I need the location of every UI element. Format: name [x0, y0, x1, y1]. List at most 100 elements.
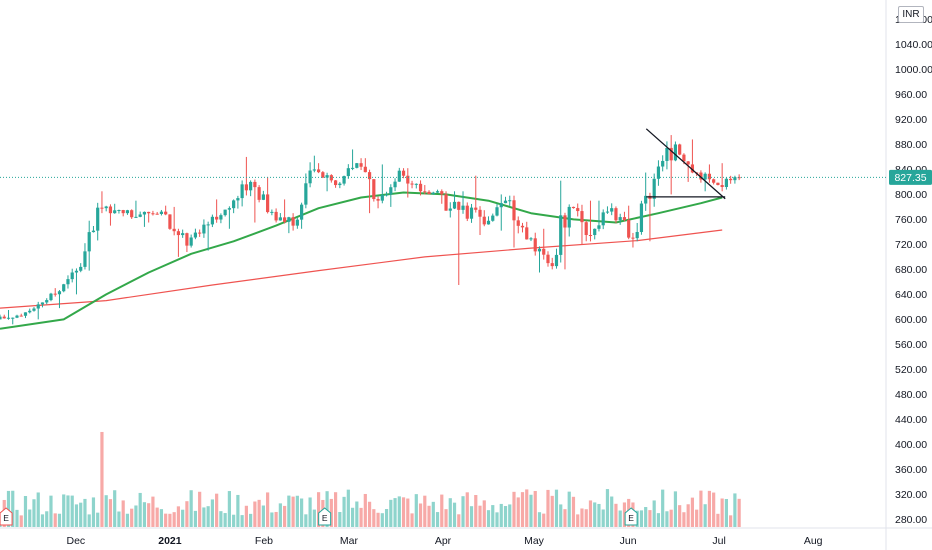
candle-body	[83, 251, 87, 267]
earnings-marker-shape	[624, 507, 638, 526]
trendlines[interactable]	[645, 128, 726, 200]
volume-bar	[23, 496, 28, 527]
volume-bar	[686, 504, 690, 527]
volume-bar	[695, 509, 699, 527]
candle-body	[724, 178, 728, 187]
candle-body	[104, 206, 108, 209]
volume-bar	[350, 507, 355, 527]
candle-body	[499, 203, 503, 208]
candle-body	[525, 227, 529, 240]
x-tick-label: May	[524, 535, 545, 547]
volume-bar	[491, 505, 495, 527]
candle-body	[486, 220, 491, 225]
volume-bar	[533, 490, 537, 527]
ma-short-line	[0, 191, 723, 330]
last-price-badge	[889, 169, 932, 185]
volume-bar	[461, 496, 465, 527]
candle-body	[32, 308, 36, 311]
candle-body	[529, 238, 533, 240]
candle-body	[716, 182, 720, 186]
volume-bar	[639, 510, 644, 527]
candle-body	[329, 175, 333, 181]
candle-body	[652, 178, 656, 199]
candle-body	[678, 144, 682, 155]
volume-bar	[414, 494, 418, 527]
volume-bar	[610, 496, 614, 527]
candle-body	[376, 199, 380, 201]
earnings-marker[interactable]: E	[624, 507, 638, 526]
candle-body	[478, 209, 482, 217]
volume-bars	[0, 431, 741, 527]
candle-body	[372, 179, 376, 200]
volume-bar	[601, 509, 605, 527]
candle-body	[605, 211, 610, 213]
volume-bar	[15, 509, 19, 527]
volume-bar	[503, 506, 508, 527]
candle-body	[567, 206, 571, 228]
y-tick-label: 440.00	[895, 414, 927, 426]
candle-body	[74, 270, 79, 273]
candle-body	[253, 181, 257, 188]
candle-body	[588, 235, 593, 237]
candle-body	[593, 228, 597, 236]
earnings-marker[interactable]: E	[318, 507, 332, 526]
volume-bar	[83, 498, 87, 527]
volume-bar	[325, 491, 329, 527]
volume-bar	[737, 498, 741, 527]
volume-bar	[138, 492, 142, 527]
volume-bar	[699, 490, 703, 527]
candle-body	[181, 233, 185, 236]
volume-bar	[605, 489, 610, 527]
volume-bar	[584, 509, 588, 527]
volume-bar	[588, 500, 593, 527]
earnings-marker[interactable]: E	[0, 507, 13, 526]
y-tick-label: 760.00	[895, 214, 927, 226]
price-axis[interactable]: 280.00 320.00 360.00 400.00 440.00 480.00 520.…	[895, 14, 932, 526]
candle-body	[206, 224, 210, 226]
volume-bar	[342, 496, 346, 527]
volume-bar	[359, 507, 363, 527]
volume-bar	[648, 510, 652, 527]
volume-bar	[164, 513, 168, 527]
candle-body	[312, 169, 316, 171]
volume-bar	[274, 511, 278, 527]
x-tick-label: Jul	[712, 535, 725, 547]
candle-body	[134, 216, 138, 218]
candle-body	[482, 216, 486, 225]
candle-body	[418, 183, 423, 192]
candle-body	[673, 144, 678, 161]
candle-body	[699, 172, 703, 180]
currency-label[interactable]: INR	[898, 6, 924, 23]
volume-bar	[380, 513, 384, 527]
volume-bar	[418, 503, 423, 527]
volume-bar	[125, 513, 130, 527]
candlesticks	[0, 135, 741, 325]
candle-body	[172, 228, 176, 232]
candle-body	[720, 185, 724, 187]
volume-bar	[32, 499, 36, 527]
y-tick-label: 400.00	[895, 439, 927, 451]
volume-bar	[185, 501, 189, 527]
candle-body	[397, 170, 401, 182]
candle-body	[631, 237, 635, 239]
earnings-marker-label: E	[3, 513, 9, 523]
candle-body	[465, 205, 469, 219]
candle-body	[712, 179, 716, 183]
volume-bar	[355, 501, 359, 527]
volume-bar	[287, 495, 291, 527]
candle-body	[70, 272, 74, 280]
candle-body	[384, 194, 389, 196]
earnings-marker-label: E	[628, 513, 634, 523]
time-axis[interactable]: Dec 2021 Feb Mar Apr May Jun Jul Aug	[67, 535, 823, 547]
candle-body	[79, 266, 83, 271]
volume-bar	[113, 490, 117, 527]
volume-bar	[66, 495, 70, 527]
candle-body	[491, 215, 495, 221]
volume-bar	[100, 431, 104, 527]
candle-body	[227, 208, 231, 210]
volume-bar	[525, 489, 529, 527]
candle-body	[283, 217, 287, 222]
volume-bar	[614, 503, 618, 527]
